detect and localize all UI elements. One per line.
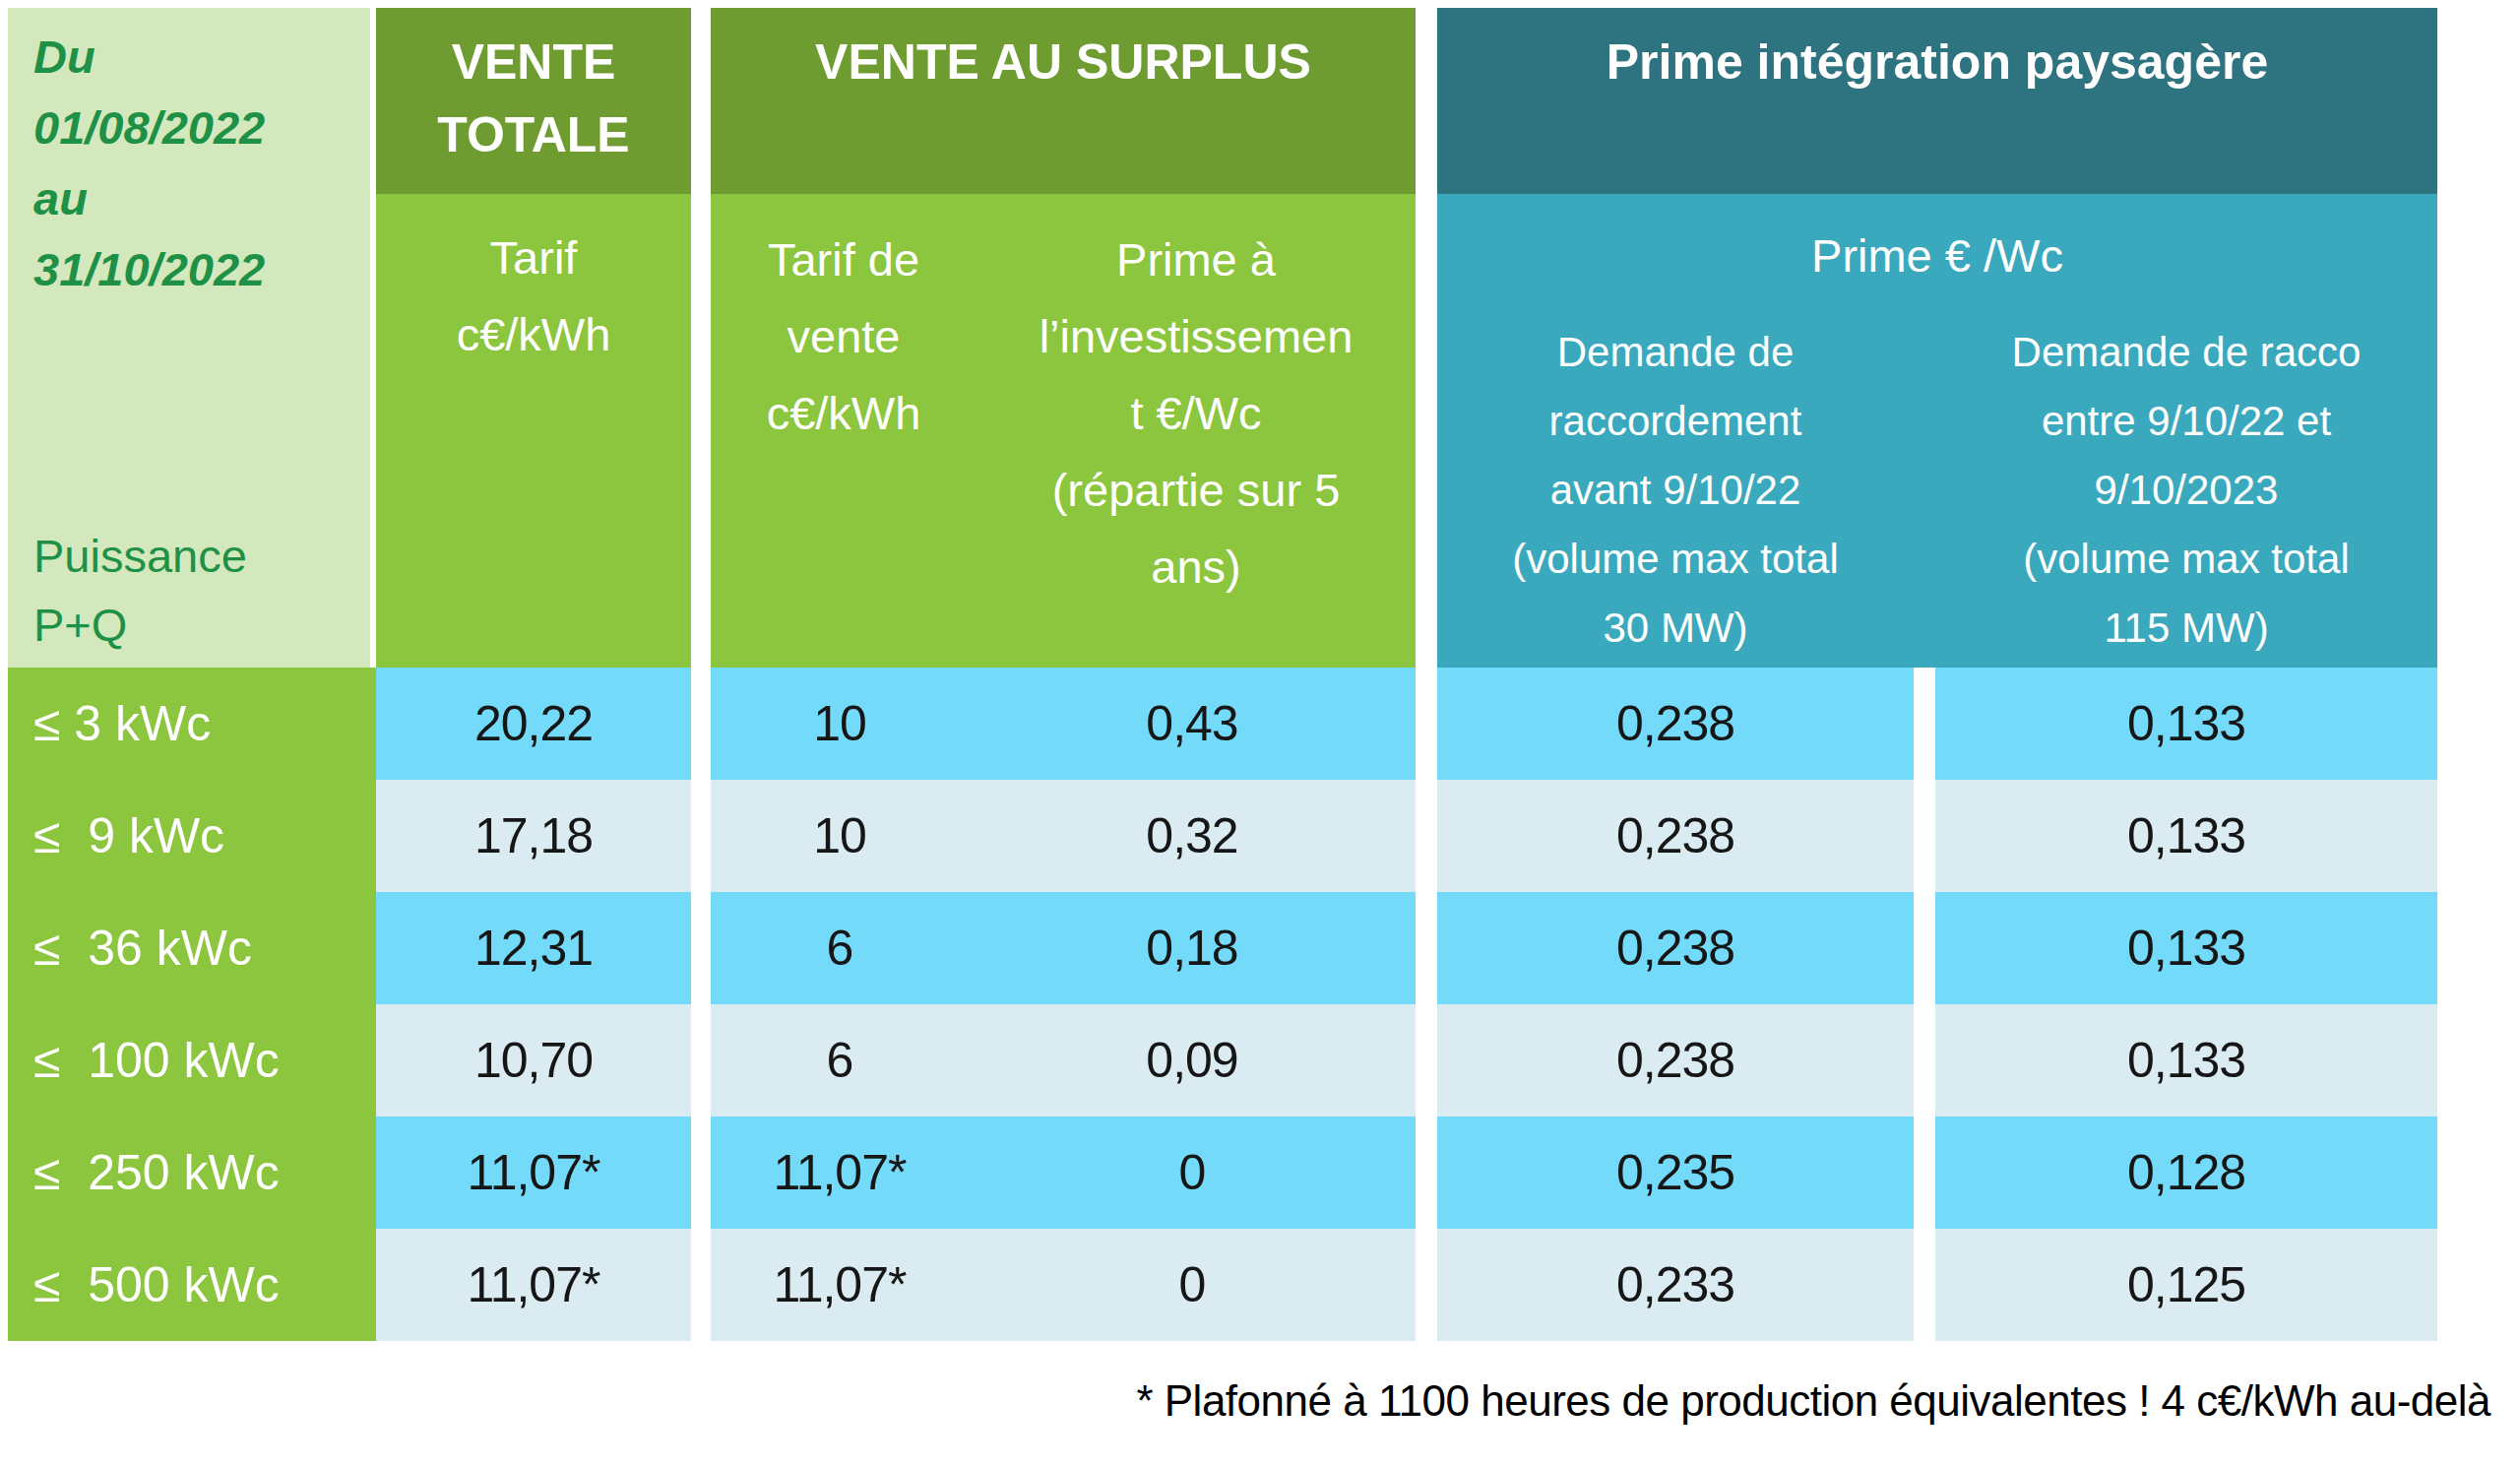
power-label: Puissance P+Q — [33, 522, 247, 660]
cell-tarif-vente: 6 — [722, 1004, 958, 1116]
table-row: ≤ 500 kWc 11,07* 11,07* 0 0,233 0,125 — [0, 1229, 2520, 1341]
cell-prime-invest: 0 — [1074, 1229, 1310, 1341]
subheader-prime-paysagere: Prime € /Wc Demande de raccordement avan… — [1437, 194, 2437, 668]
subheader-vente-totale: Tarif c€/kWh — [376, 194, 691, 668]
cell-vente-surplus: 11,07* 0 — [711, 1229, 1416, 1341]
row-label: ≤ 36 kWc — [8, 892, 396, 1004]
cell-vente-totale: 11,07* — [376, 1229, 691, 1341]
tarif-unit-label: Tarif c€/kWh — [376, 194, 691, 373]
cell-vente-surplus: 10 0,32 — [711, 780, 1416, 892]
cell-vente-totale: 10,70 — [376, 1004, 691, 1116]
header-prime-paysagere: Prime intégration paysagère — [1437, 8, 2437, 194]
row-label: ≤ 100 kWc — [8, 1004, 396, 1116]
row-label: ≤ 500 kWc — [8, 1229, 396, 1341]
cell-vente-surplus: 11,07* 0 — [711, 1116, 1416, 1229]
cell-vente-totale: 17,18 — [376, 780, 691, 892]
period-power-cell: Du 01/08/2022 au 31/10/2022 Puissance P+… — [8, 8, 370, 668]
subheader-vente-surplus: Tarif de vente c€/kWh Prime à l’investis… — [711, 194, 1416, 668]
cell-tarif-vente: 6 — [722, 892, 958, 1004]
cell-vente-surplus: 10 0,43 — [711, 668, 1416, 780]
vente-surplus-title: VENTE AU SURPLUS — [711, 8, 1416, 98]
cell-tarif-vente: 11,07* — [722, 1116, 958, 1229]
vente-totale-title: VENTE TOTALE — [376, 8, 691, 171]
prime-investissement-label: Prime à l’investissemen t €/Wc (répartie… — [976, 222, 1416, 606]
cell-prime-entre: 0,128 — [1935, 1116, 2437, 1229]
cell-vente-surplus: 6 0,09 — [711, 1004, 1416, 1116]
cell-vente-surplus: 6 0,18 — [711, 892, 1416, 1004]
cell-prime-invest: 0 — [1074, 1116, 1310, 1229]
demande-entre-label: Demande de racco entre 9/10/22 et 9/10/2… — [1935, 318, 2437, 663]
cell-prime-invest: 0,43 — [1074, 668, 1310, 780]
cell-prime-entre: 0,125 — [1935, 1229, 2437, 1341]
row-label: ≤ 3 kWc — [8, 668, 396, 780]
cell-prime-avant: 0,238 — [1437, 892, 1914, 1004]
header-vente-totale: VENTE TOTALE — [376, 8, 691, 194]
cell-tarif-vente: 10 — [722, 780, 958, 892]
table-row: ≤ 100 kWc 10,70 6 0,09 0,238 0,133 — [0, 1004, 2520, 1116]
cell-prime-entre: 0,133 — [1935, 780, 2437, 892]
cell-vente-totale: 11,07* — [376, 1116, 691, 1229]
table-row: ≤ 36 kWc 12,31 6 0,18 0,238 0,133 — [0, 892, 2520, 1004]
period-label: Du 01/08/2022 au 31/10/2022 — [33, 22, 265, 305]
cell-tarif-vente: 10 — [722, 668, 958, 780]
tariff-table-page: Du 01/08/2022 au 31/10/2022 Puissance P+… — [0, 0, 2520, 1467]
header-vente-surplus: VENTE AU SURPLUS — [711, 8, 1416, 194]
cell-prime-entre: 0,133 — [1935, 1004, 2437, 1116]
cell-prime-avant: 0,238 — [1437, 668, 1914, 780]
demande-avant-label: Demande de raccordement avant 9/10/22 (v… — [1437, 318, 1914, 663]
cell-prime-entre: 0,133 — [1935, 892, 2437, 1004]
cell-prime-avant: 0,233 — [1437, 1229, 1914, 1341]
cell-prime-invest: 0,09 — [1074, 1004, 1310, 1116]
cell-prime-avant: 0,238 — [1437, 1004, 1914, 1116]
prime-wc-label: Prime € /Wc — [1437, 218, 2437, 294]
cell-prime-invest: 0,32 — [1074, 780, 1310, 892]
cell-vente-totale: 12,31 — [376, 892, 691, 1004]
cell-prime-avant: 0,235 — [1437, 1116, 1914, 1229]
footnote: * Plafonné à 1100 heures de production é… — [1136, 1376, 2490, 1426]
cell-tarif-vente: 11,07* — [722, 1229, 958, 1341]
table-row: ≤ 250 kWc 11,07* 11,07* 0 0,235 0,128 — [0, 1116, 2520, 1229]
row-label: ≤ 9 kWc — [8, 780, 396, 892]
row-label: ≤ 250 kWc — [8, 1116, 396, 1229]
tarif-vente-label: Tarif de vente c€/kWh — [711, 222, 976, 452]
cell-prime-invest: 0,18 — [1074, 892, 1310, 1004]
table-row: ≤ 3 kWc 20,22 10 0,43 0,238 0,133 — [0, 668, 2520, 780]
table-row: ≤ 9 kWc 17,18 10 0,32 0,238 0,133 — [0, 780, 2520, 892]
prime-paysagere-title: Prime intégration paysagère — [1437, 8, 2437, 98]
cell-prime-entre: 0,133 — [1935, 668, 2437, 780]
cell-vente-totale: 20,22 — [376, 668, 691, 780]
cell-prime-avant: 0,238 — [1437, 780, 1914, 892]
